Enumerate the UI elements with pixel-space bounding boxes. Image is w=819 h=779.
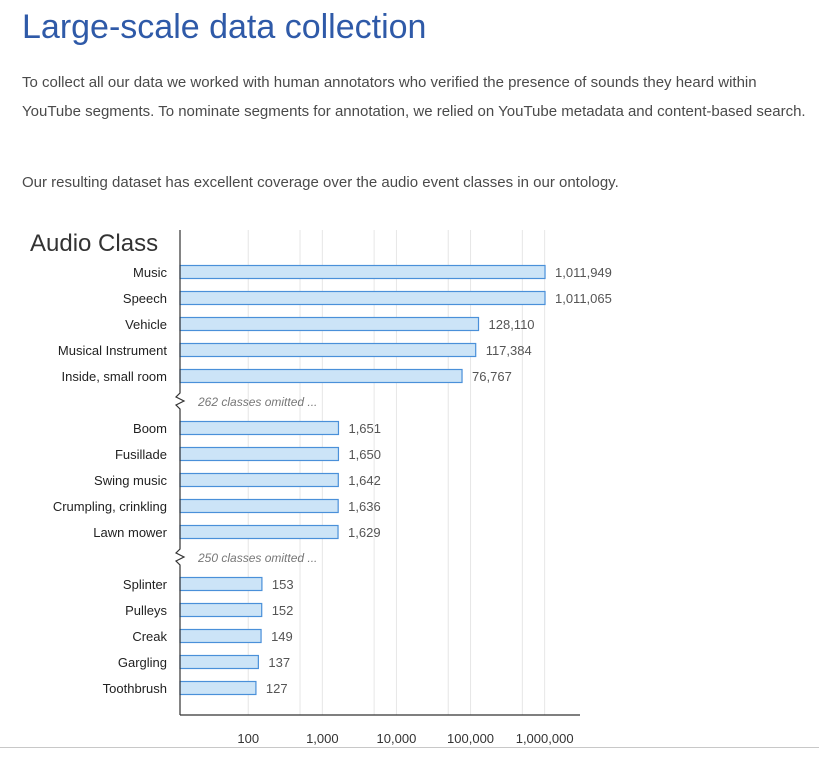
category-label: Toothbrush [103,681,167,696]
bar [179,472,339,488]
bar [179,264,546,280]
bar [179,602,263,618]
category-label: Lawn mower [93,525,167,540]
bar [179,524,339,540]
bar [179,576,263,592]
bar [179,654,259,670]
category-label: Inside, small room [62,369,167,384]
bar [179,446,340,462]
audio-class-bar-chart: 1,011,949 1,011,065 128,110 117,384 76,767 1,… [30,230,612,746]
data-label: 1,642 [348,473,381,488]
bottom-divider [0,747,819,748]
data-label: 1,636 [348,499,381,514]
bar [179,420,340,436]
intro-paragraph: To collect all our data we worked with h… [22,74,806,120]
data-label: 137 [268,655,290,670]
category-label: Crumpling, crinkling [53,499,167,514]
axes: 100 1,000 10,000 100,000 1,000,000 Music Speec… [53,230,580,746]
category-label: Fusillade [115,447,167,462]
category-label: Musical Instrument [58,343,167,358]
bar [179,290,546,306]
x-tick-label: 100 [237,731,259,746]
category-label: Swing music [94,473,167,488]
data-label: 1,650 [348,447,381,462]
data-label: 1,629 [348,525,381,540]
data-label: 127 [266,681,288,696]
category-label: Splinter [123,577,168,592]
category-label: Pulleys [125,603,167,618]
data-label: 1,651 [348,421,381,436]
category-label: Boom [133,421,167,436]
bar [179,316,480,332]
bar [179,498,339,514]
omitted-classes-note: 250 classes omitted ... [197,551,317,565]
bar [179,368,463,384]
x-tick-label: 10,000 [377,731,417,746]
x-tick-label: 100,000 [447,731,494,746]
bar [179,680,257,696]
bars: 1,011,949 1,011,065 128,110 117,384 76,767 1,… [179,264,612,696]
chart-title: Audio Class [30,230,158,257]
data-label: 152 [272,603,294,618]
grid-lines [247,230,546,715]
bar [179,628,262,644]
x-tick-label: 1,000 [306,731,339,746]
category-label: Creak [132,629,167,644]
data-label: 76,767 [472,369,512,384]
bar [179,342,477,358]
coverage-paragraph: Our resulting dataset has excellent cove… [22,174,619,191]
data-label: 117,384 [486,343,532,358]
page-title: Large-scale data collection [22,8,427,46]
x-tick-label: 1,000,000 [516,731,574,746]
data-label: 1,011,065 [555,291,612,306]
omitted-classes-note: 262 classes omitted ... [197,395,317,409]
data-label: 1,011,949 [555,265,612,280]
data-label: 149 [271,629,293,644]
category-label: Music [133,265,167,280]
category-label: Speech [123,291,167,306]
y-axis-line [174,230,186,715]
data-label: 153 [272,577,294,592]
category-label: Gargling [118,655,167,670]
data-label: 128,110 [489,317,535,332]
category-label: Vehicle [125,317,167,332]
